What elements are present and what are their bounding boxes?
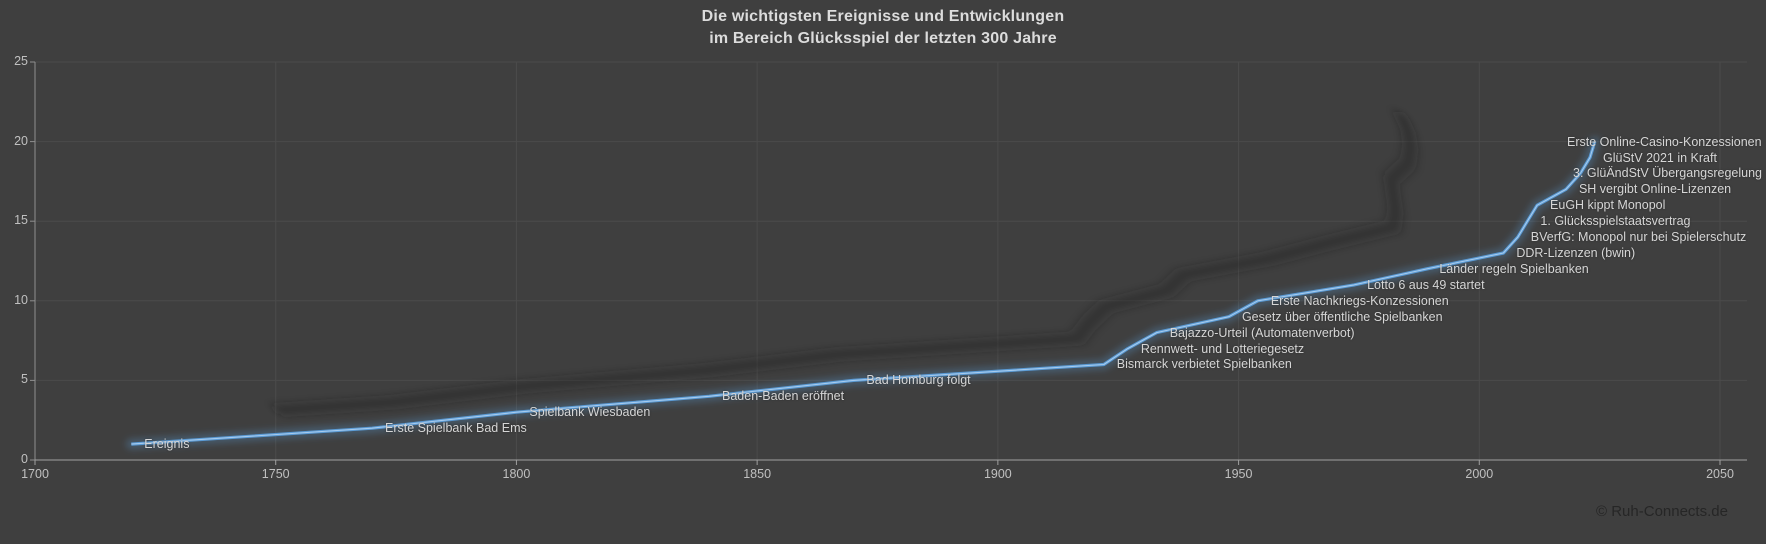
point-label: Baden-Baden eröffnet — [722, 389, 845, 404]
series-shadow — [273, 111, 1416, 415]
point-label: SH vergibt Online-Lizenzen — [1578, 182, 1732, 197]
y-tick-label: 20 — [14, 133, 28, 148]
series-line-highlight — [131, 141, 1596, 445]
watermark-copyright: © Ruh-Connects.de — [1596, 503, 1728, 520]
x-tick-label: 1950 — [1224, 467, 1253, 481]
point-label: GlüStV 2021 in Kraft — [1603, 150, 1717, 165]
point-label: Erste Online-Casino-Konzessionen — [1567, 134, 1762, 149]
y-tick-label: 0 — [21, 452, 28, 466]
point-label: EuGH kippt Monopol — [1550, 198, 1666, 213]
point-label: Erste Spielbank Bad Ems — [385, 421, 527, 436]
x-tick-label: 1900 — [983, 467, 1012, 481]
point-label: BVerfG: Monopol nur bei Spielerschutz — [1530, 230, 1747, 245]
y-tick-label: 5 — [21, 372, 28, 387]
point-label: Rennwett- und Lotteriegesetz — [1140, 341, 1305, 356]
x-tick-label: 1750 — [261, 467, 290, 481]
chart-title-line2: im Bereich Glücksspiel der letzten 300 J… — [709, 30, 1057, 47]
y-tick-label: 15 — [14, 213, 28, 228]
point-label: DDR-Lizenzen (bwin) — [1516, 246, 1636, 261]
y-tick-label: 25 — [14, 54, 28, 68]
point-label: Spielbank Wiesbaden — [529, 405, 651, 420]
x-tick-label: 1850 — [743, 467, 772, 481]
x-tick-label: 2050 — [1706, 467, 1734, 481]
point-label: 1. Glücksspielstaatsvertrag — [1540, 214, 1691, 229]
x-tick-label: 1700 — [21, 467, 49, 481]
point-label: Bismarck verbietet Spielbanken — [1116, 357, 1292, 372]
point-label: Lotto 6 aus 49 startet — [1367, 277, 1485, 292]
point-label: Bajazzo-Urteil (Automatenverbot) — [1169, 325, 1355, 340]
point-label: Gesetz über öffentliche Spielbanken — [1241, 309, 1443, 324]
y-tick-label: 10 — [14, 292, 28, 307]
point-label: Ereignis — [144, 437, 190, 452]
chart-title-line1: Die wichtigsten Ereignisse und Entwicklu… — [701, 8, 1065, 25]
x-tick-label: 2000 — [1465, 467, 1494, 481]
point-label: Länder regeln Spielbanken — [1439, 261, 1589, 276]
chart-title: Die wichtigsten Ereignisse und Entwicklu… — [0, 6, 1766, 50]
point-label: Erste Nachkriegs-Konzessionen — [1270, 293, 1449, 308]
point-label: 3. GlüÄndStV Übergangsregelung — [1573, 166, 1763, 181]
x-tick-label: 1800 — [502, 467, 531, 481]
point-label: Bad Homburg folgt — [866, 373, 971, 388]
